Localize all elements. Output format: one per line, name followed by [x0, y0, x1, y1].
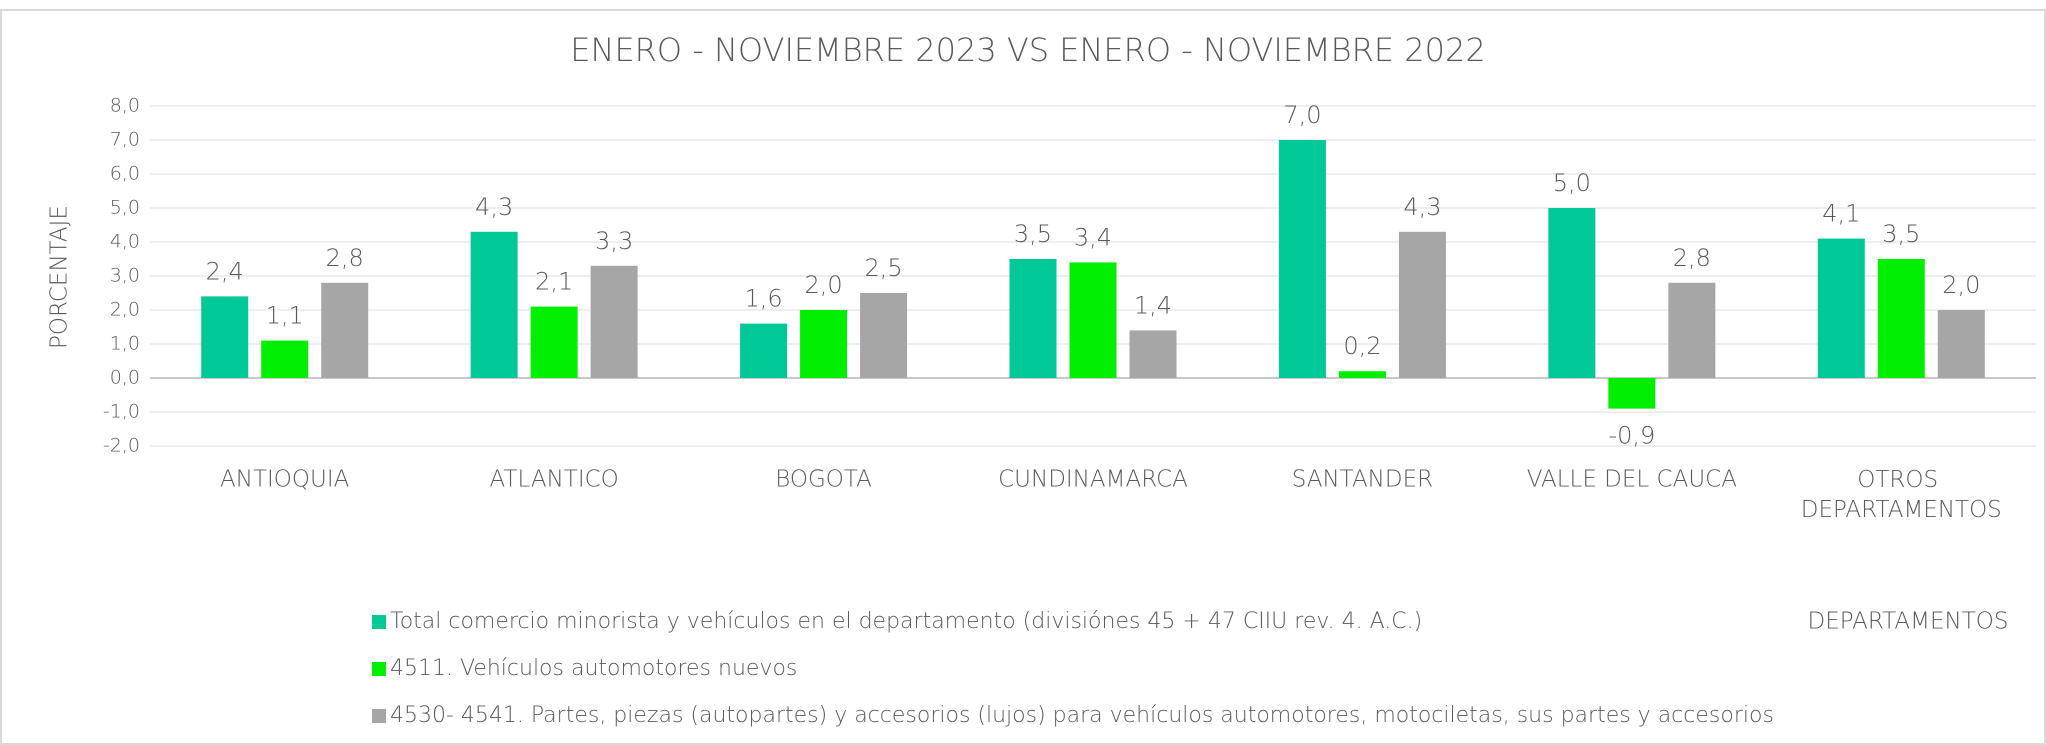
- legend-label: Total comercio minorista y vehículos en …: [390, 609, 1422, 634]
- y-tick-label: -1,0: [103, 401, 140, 423]
- chart-title: ENERO - NOVIEMBRE 2023 VS ENERO - NOVIEM…: [570, 31, 1485, 69]
- data-label: -0,9: [1608, 422, 1655, 450]
- legend-swatch: [372, 662, 386, 676]
- y-tick-label: 7,0: [110, 129, 140, 151]
- data-label: 2,4: [206, 257, 244, 285]
- bar: [1877, 259, 1925, 378]
- bar: [261, 340, 309, 378]
- x-tick-label: BOGOTA: [775, 467, 872, 493]
- bar: [1817, 238, 1865, 378]
- bar: [1668, 282, 1716, 378]
- y-tick-label: 2,0: [110, 299, 140, 321]
- bar: [1548, 208, 1596, 378]
- data-label: 3,5: [1882, 220, 1920, 248]
- y-tick-label: 8,0: [110, 95, 140, 117]
- x-tick-label: ANTIOQUIA: [220, 467, 349, 493]
- x-axis-label: DEPARTAMENTOS: [1807, 609, 2008, 635]
- data-label: 3,5: [1014, 220, 1052, 248]
- data-label: 4,1: [1822, 200, 1860, 228]
- legend-label: 4511. Vehículos automotores nuevos: [390, 656, 797, 681]
- bar: [1069, 262, 1117, 378]
- data-label: 0,2: [1343, 332, 1381, 360]
- x-tick-label: CUNDINAMARCA: [998, 467, 1188, 493]
- x-tick-label: ATLANTICO: [490, 467, 619, 493]
- bar: [1338, 371, 1386, 378]
- data-label: 2,8: [1673, 244, 1711, 272]
- bar: [470, 231, 518, 378]
- legend-swatch: [372, 615, 386, 629]
- bar: [321, 282, 369, 378]
- data-label: 3,3: [595, 227, 633, 255]
- data-label: 1,1: [266, 302, 304, 330]
- bar: [1009, 259, 1057, 378]
- bar: [530, 306, 578, 378]
- data-label: 5,0: [1553, 169, 1591, 197]
- data-label: 2,0: [804, 271, 842, 299]
- y-tick-label: 3,0: [110, 265, 140, 287]
- data-label: 7,0: [1283, 101, 1321, 129]
- legend-swatch: [372, 709, 386, 723]
- y-tick-label: 5,0: [110, 197, 140, 219]
- data-label: 2,1: [535, 268, 573, 296]
- x-tick-label: VALLE DEL CAUCA: [1527, 467, 1737, 493]
- data-label: 4,3: [1403, 193, 1441, 221]
- data-label: 1,6: [744, 285, 782, 313]
- data-label: 2,8: [326, 244, 364, 272]
- data-label: 2,0: [1942, 271, 1980, 299]
- y-tick-label: 1,0: [110, 333, 140, 355]
- y-tick-label: 6,0: [110, 163, 140, 185]
- data-label: 2,5: [864, 254, 902, 282]
- data-label: 1,4: [1134, 291, 1172, 319]
- data-label: 4,3: [475, 193, 513, 221]
- bar: [1608, 378, 1656, 409]
- y-tick-label: -2,0: [103, 435, 140, 457]
- x-tick-label: SANTANDER: [1292, 467, 1433, 493]
- x-tick-label: OTROS DEPARTAMENTOS: [1801, 467, 2002, 523]
- bar: [1129, 330, 1177, 378]
- bar: [201, 296, 249, 378]
- bar: [590, 265, 638, 378]
- y-axis-label: PORCENTAJE: [47, 205, 73, 349]
- bar: [1398, 231, 1446, 378]
- y-tick-label: 4,0: [110, 231, 140, 253]
- legend-label: 4530- 4541. Partes, piezas (autopartes) …: [390, 703, 1774, 728]
- bar: [800, 310, 848, 378]
- bar: [1937, 310, 1985, 378]
- bar: [740, 323, 788, 378]
- bar: [1278, 140, 1326, 378]
- bar: [860, 293, 908, 378]
- y-tick-label: 0,0: [110, 367, 140, 389]
- data-label: 3,4: [1074, 223, 1112, 251]
